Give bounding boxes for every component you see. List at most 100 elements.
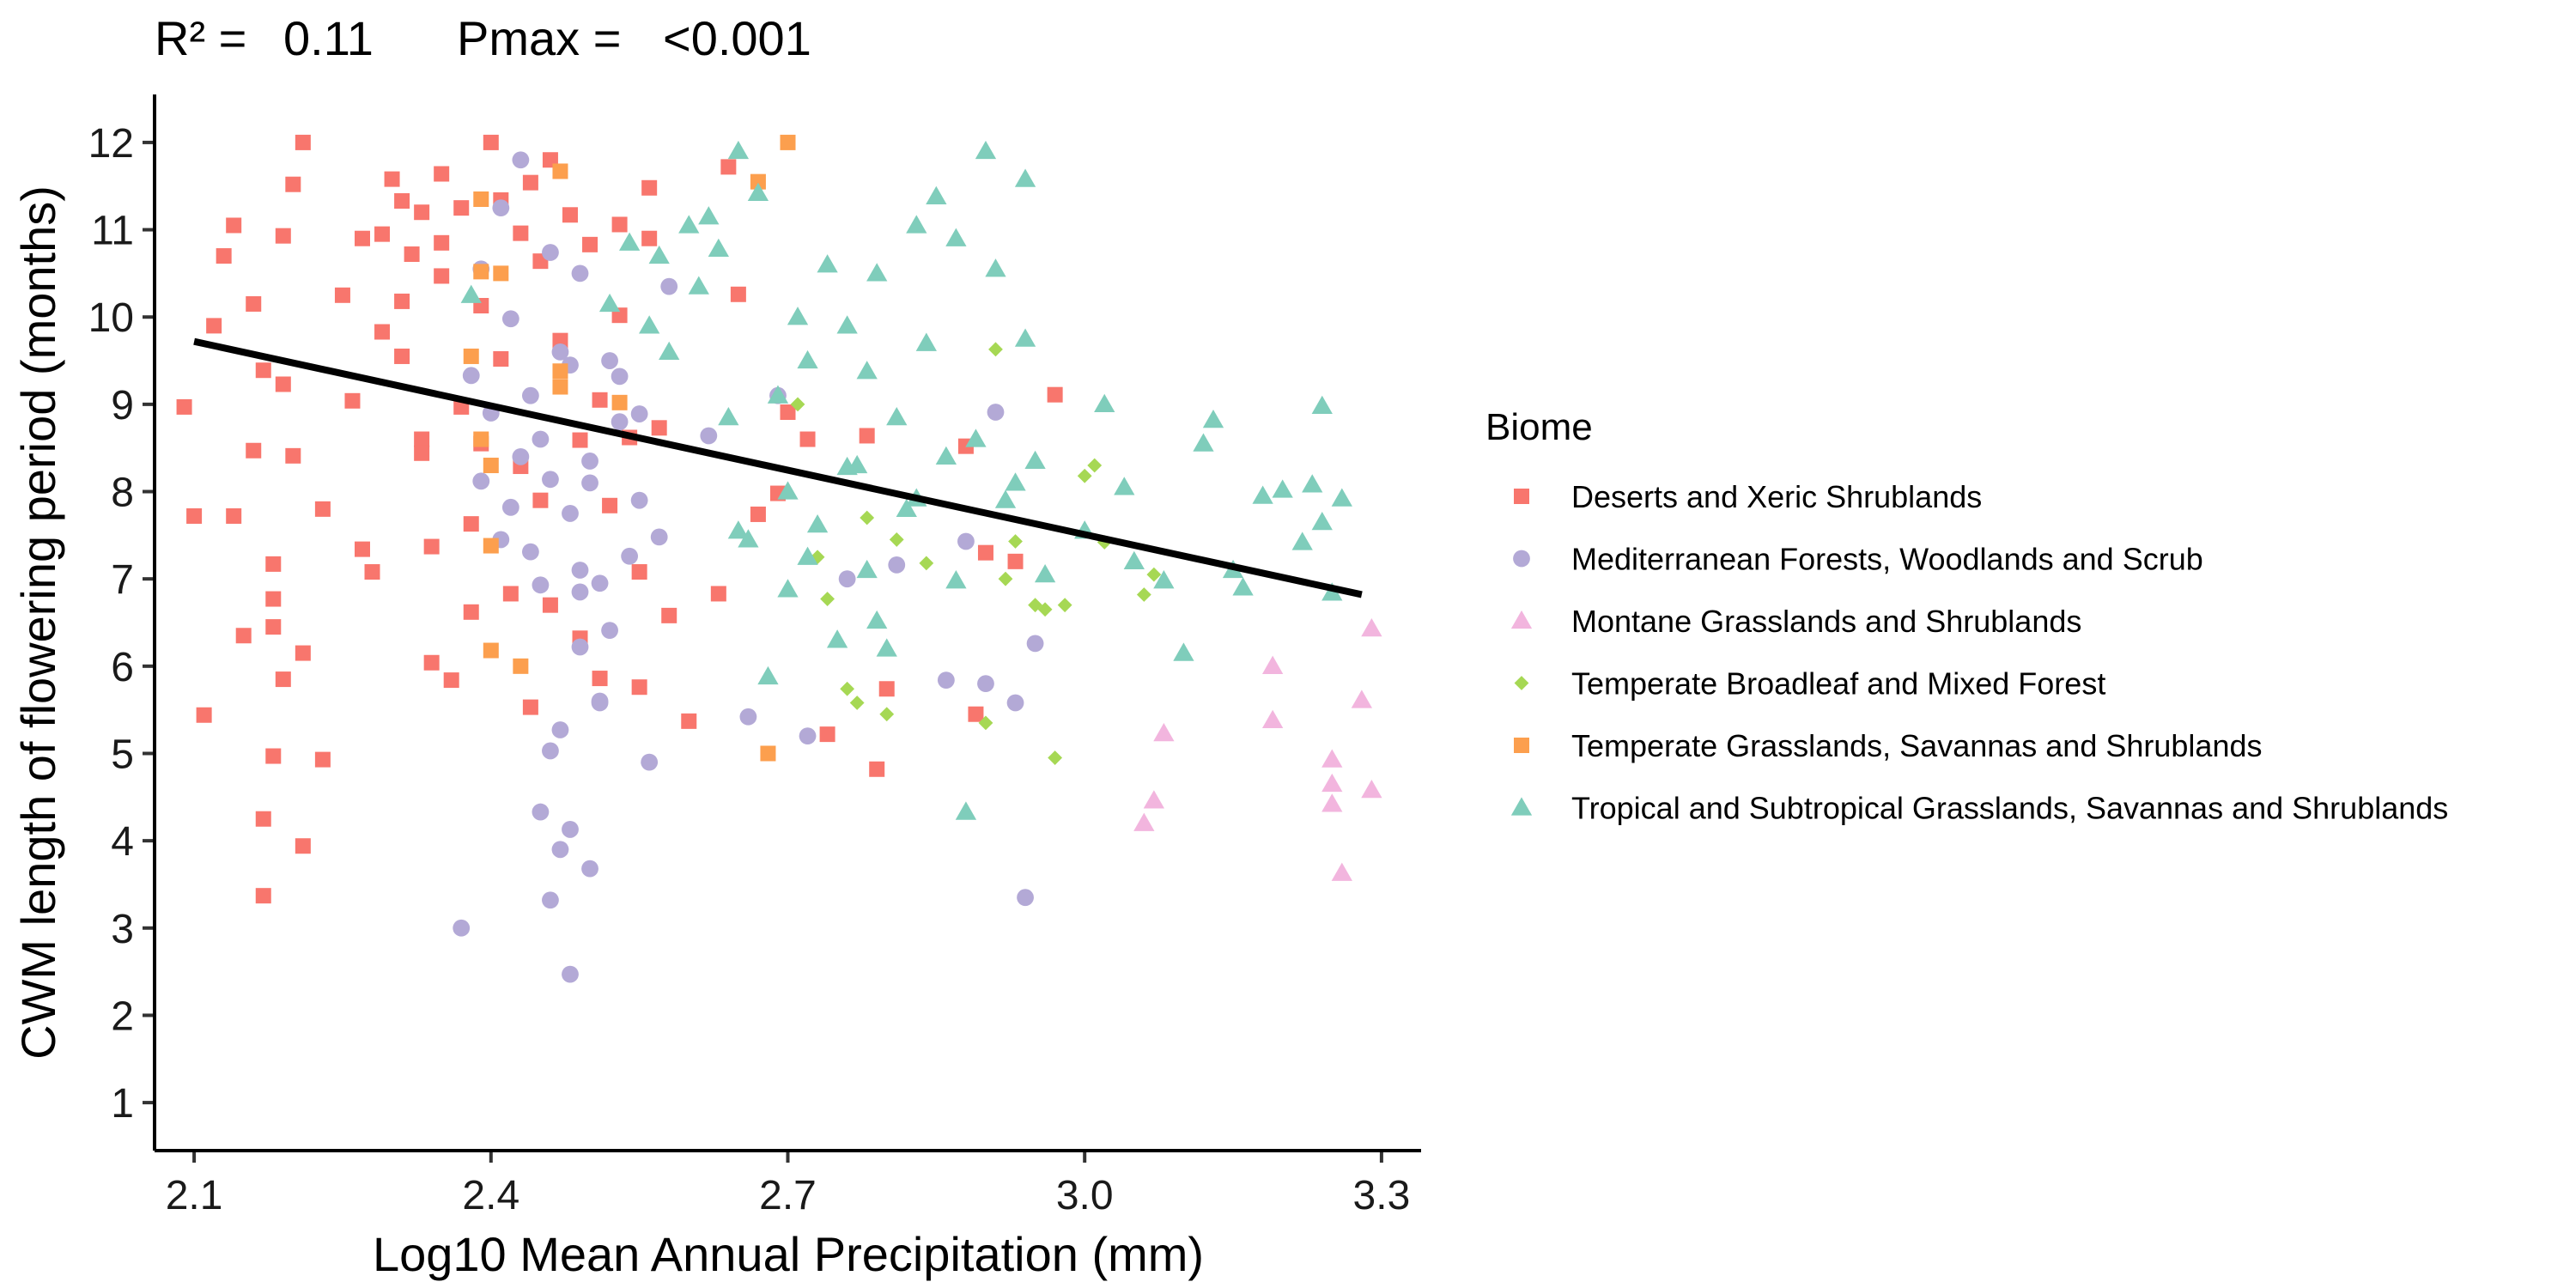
data-point <box>630 491 648 509</box>
data-point <box>856 361 878 380</box>
data-point <box>730 286 746 302</box>
data-point <box>602 497 618 513</box>
data-point <box>521 543 539 561</box>
data-point <box>582 236 598 252</box>
data-point <box>935 446 957 465</box>
data-point <box>434 268 450 284</box>
x-tick-label: 3.0 <box>1056 1173 1114 1218</box>
data-point <box>710 586 726 602</box>
data-point <box>1047 386 1063 403</box>
data-point <box>859 428 875 444</box>
data-point <box>542 891 559 909</box>
data-point <box>977 544 993 561</box>
y-tick-label: 12 <box>88 121 134 167</box>
data-point <box>937 671 955 689</box>
series-1 <box>453 151 1044 983</box>
data-point <box>483 458 499 474</box>
legend-items: Deserts and Xeric Shrublands Mediterranea… <box>1510 479 2448 826</box>
data-point <box>460 284 482 303</box>
legend-key <box>1514 676 1529 690</box>
data-point <box>985 258 1006 277</box>
data-point <box>581 860 598 878</box>
legend-key <box>1513 550 1530 568</box>
data-point <box>869 761 885 777</box>
series-4 <box>463 134 796 762</box>
data-point <box>651 420 667 436</box>
y-tick-label: 6 <box>111 645 134 690</box>
legend-title: Biome <box>1485 406 1593 448</box>
data-point <box>1202 410 1224 428</box>
data-point <box>354 541 370 557</box>
data-point <box>176 398 192 415</box>
data-point <box>542 244 559 261</box>
data-point <box>265 591 282 607</box>
data-point <box>1321 793 1343 812</box>
data-point <box>1114 477 1135 495</box>
data-point <box>681 713 697 729</box>
data-point <box>994 489 1017 508</box>
data-point <box>1173 642 1194 661</box>
y-tick-label: 1 <box>111 1081 134 1127</box>
data-point <box>226 507 242 524</box>
data-point <box>571 583 589 601</box>
data-point <box>522 699 538 715</box>
data-point <box>955 801 977 820</box>
data-point <box>443 672 459 689</box>
data-point <box>1123 550 1145 569</box>
data-point <box>727 140 750 160</box>
y-tick-label: 8 <box>111 471 134 516</box>
data-point <box>1261 709 1284 728</box>
data-point <box>1331 488 1352 507</box>
data-point <box>1007 553 1024 569</box>
data-point <box>512 447 530 465</box>
data-point <box>919 556 934 571</box>
data-point <box>334 287 350 303</box>
data-point <box>423 654 440 671</box>
data-point <box>434 166 450 182</box>
y-tick-label: 7 <box>111 557 134 603</box>
data-point <box>364 564 380 580</box>
data-point <box>493 351 509 368</box>
r2-value: 0.11 <box>283 11 374 65</box>
series-2 <box>1133 617 1382 881</box>
data-point <box>552 163 568 179</box>
data-point <box>641 230 658 246</box>
data-point <box>661 607 677 623</box>
data-point <box>414 445 430 461</box>
data-point <box>196 707 212 723</box>
data-point <box>532 576 550 594</box>
x-tick-label: 2.1 <box>166 1173 223 1218</box>
data-point <box>235 628 252 644</box>
legend-key <box>1514 489 1529 504</box>
data-point <box>998 571 1013 586</box>
data-point <box>1261 655 1284 674</box>
legend-key <box>1514 738 1529 753</box>
data-point <box>502 586 519 602</box>
data-point <box>542 471 559 489</box>
data-point <box>1024 450 1046 470</box>
x-tick-label: 2.4 <box>462 1173 519 1218</box>
data-point <box>562 505 579 522</box>
data-point <box>216 248 232 264</box>
data-points <box>176 134 1382 983</box>
data-point <box>856 559 878 579</box>
data-point <box>483 134 499 150</box>
data-point <box>581 453 598 470</box>
data-point <box>1014 168 1036 187</box>
data-point <box>521 386 539 404</box>
data-point <box>727 520 750 539</box>
data-point <box>611 368 629 386</box>
data-point <box>246 442 262 459</box>
data-point <box>591 692 609 710</box>
data-point <box>601 352 618 369</box>
data-point <box>384 171 400 187</box>
data-point <box>581 474 598 492</box>
data-point <box>790 397 805 412</box>
data-point <box>473 191 489 207</box>
data-point <box>836 315 858 334</box>
data-point <box>472 472 490 490</box>
data-point <box>760 745 776 762</box>
data-point <box>592 671 608 687</box>
data-point <box>552 379 568 395</box>
